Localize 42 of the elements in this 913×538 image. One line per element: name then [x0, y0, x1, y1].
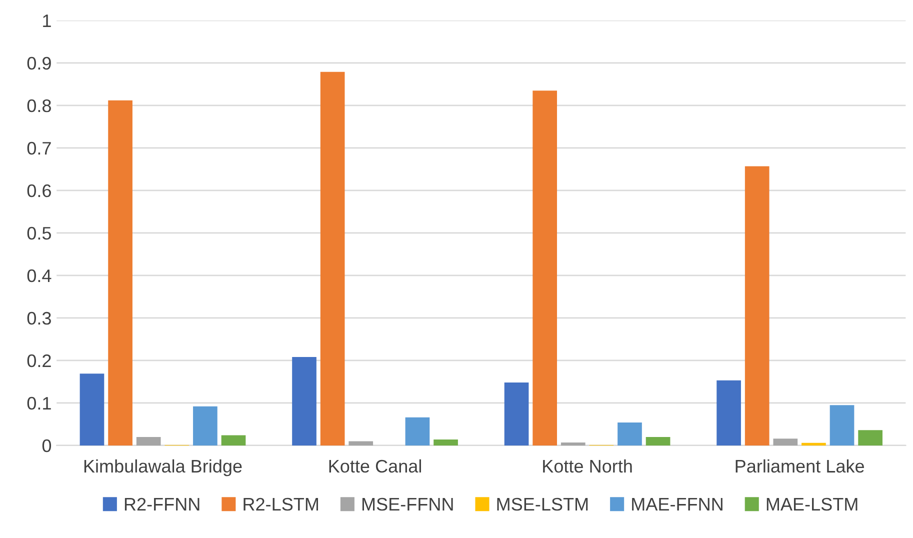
bar: [221, 435, 246, 446]
bar: [773, 438, 798, 446]
bar: [802, 442, 826, 446]
legend-label: MAE-FFNN: [632, 498, 722, 510]
bar: [405, 417, 430, 446]
bar: [193, 406, 218, 446]
legend-label: MSE-LSTM: [497, 498, 588, 511]
legend-label: R2-LSTM: [244, 498, 318, 511]
bar: [504, 382, 529, 446]
y-tick-label: 0.5: [27, 226, 51, 240]
y-tick-label: 0.9: [27, 56, 51, 70]
bar: [744, 166, 770, 446]
bar: [434, 440, 458, 446]
y-tick-label: 0.2: [27, 354, 51, 368]
bar: [830, 405, 854, 446]
bar: [858, 430, 882, 446]
bar: [646, 436, 670, 446]
bar: [560, 442, 586, 446]
bar: [320, 72, 345, 446]
y-tick-label: 0.3: [27, 312, 51, 325]
x-tick-label: Kotte Canal: [329, 459, 421, 473]
y-tick-label: 0.7: [27, 142, 51, 155]
bar: [80, 374, 104, 446]
bar: [348, 441, 374, 446]
x-tick-label: Kotte North: [543, 459, 632, 473]
legend-label: R2-FFNN: [124, 498, 200, 510]
bar: [618, 422, 642, 446]
legend-label: MSE-FFNN: [362, 498, 453, 511]
y-tick-label: 0.4: [27, 269, 52, 282]
bar: [108, 100, 132, 446]
bar: [716, 380, 741, 446]
x-tick-label: Kimbulawala Bridge: [84, 459, 242, 476]
y-tick-label: 0: [42, 439, 52, 452]
y-tick-label: 0.6: [27, 184, 51, 198]
x-tick-label: Parliament Lake: [736, 459, 864, 473]
bar: [292, 357, 316, 446]
bar: [136, 436, 161, 446]
y-tick-label: 0.8: [27, 99, 51, 112]
y-tick-label: 1: [43, 14, 51, 27]
y-tick-label: 0.1: [27, 396, 51, 410]
legend-label: MAE-LSTM: [766, 498, 858, 511]
bar: [532, 90, 558, 446]
